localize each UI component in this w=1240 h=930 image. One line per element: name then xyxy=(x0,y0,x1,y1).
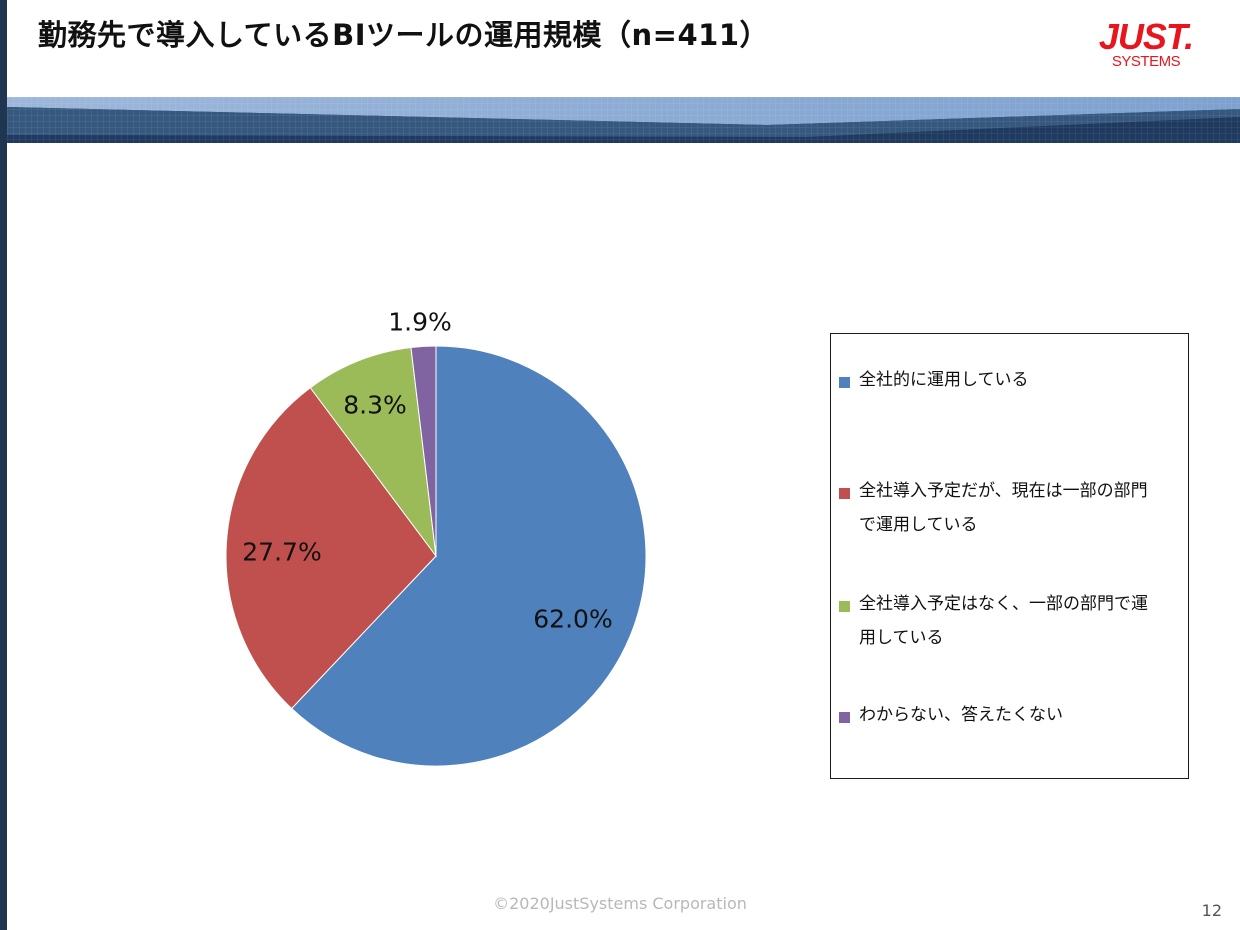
legend-label-3: 全社導入予定はなく、一部の部門で運 用している xyxy=(859,587,1184,655)
company-logo: JUST. SYSTEMS xyxy=(1086,16,1206,70)
legend-label-4: わからない、答えたくない xyxy=(859,698,1184,732)
footer-copyright: ©2020JustSystems Corporation xyxy=(493,894,747,913)
left-accent-bar xyxy=(0,0,7,930)
pie-slice-4 xyxy=(410,345,437,557)
page-title: 勤務先で導入しているBIツールの運用規模（n=411） xyxy=(38,18,770,52)
legend-label-line: 全社導入予定はなく、一部の部門で運 xyxy=(859,594,1148,614)
legend-label-line: 全社導入予定だが、現在は一部の部門 xyxy=(859,481,1148,501)
data-label-4: 1.9% xyxy=(388,308,452,337)
page-number: 12 xyxy=(1201,901,1222,920)
data-label-1: 62.0% xyxy=(533,605,612,634)
legend-label-line: 用している xyxy=(859,628,944,648)
pie-slice-2 xyxy=(225,387,437,710)
header-banner xyxy=(7,97,1240,143)
legend-label-2: 全社導入予定だが、現在は一部の部門 で運用している xyxy=(859,474,1184,542)
legend-swatch-3 xyxy=(839,601,850,612)
data-label-2: 27.7% xyxy=(242,538,321,567)
data-label-3: 8.3% xyxy=(343,391,407,420)
logo-sub-text: SYSTEMS xyxy=(1111,53,1181,70)
legend-label-line: わからない、答えたくない xyxy=(859,705,1063,725)
legend-label-line: 全社的に運用している xyxy=(859,370,1029,390)
pie-slice-1 xyxy=(290,345,647,767)
logo-main-text: JUST. xyxy=(1098,16,1194,57)
legend-swatch-2 xyxy=(839,488,850,499)
legend-label-line: で運用している xyxy=(859,515,978,535)
legend-swatch-4 xyxy=(839,712,850,723)
legend-label-1: 全社的に運用している xyxy=(859,363,1184,397)
pie-slice-3 xyxy=(309,346,437,558)
legend-swatch-1 xyxy=(839,377,850,388)
chart-legend: 全社的に運用している 全社導入予定だが、現在は一部の部門 で運用している 全社導入予定… xyxy=(830,333,1189,779)
